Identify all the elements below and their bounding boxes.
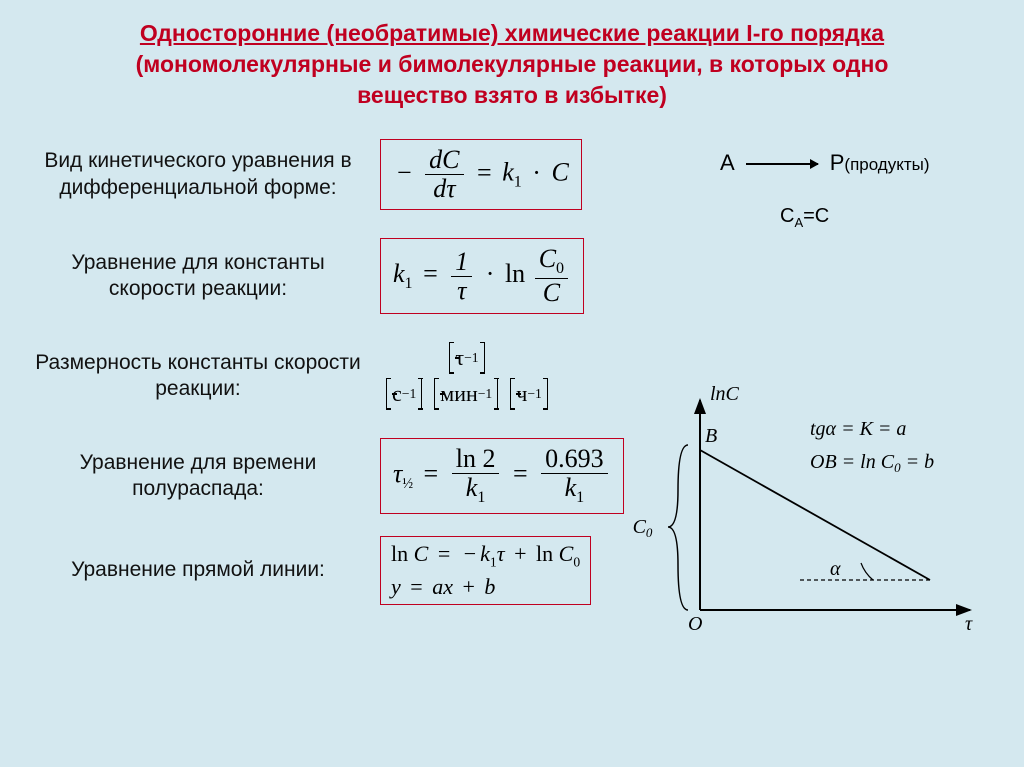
alpha-arc [861,563,873,580]
formula-dimensions-area: τ−1 с−1 мин−1 ч−1 [380,342,650,410]
product-P: P [830,150,845,175]
formula-rate-const: k1 = 1 τ · ln C0 C [393,245,571,307]
row-rate-const: Уравнение для константы скорости реакции… [28,238,996,314]
formula-diff-eq-area: − dC dτ = k1 · C [380,139,650,210]
graph-eq1: tgα = K = a [810,418,906,440]
formula-line-area: ln C = −k1τ + ln C0 y = ax + b [380,536,650,605]
graph-svg: lnC τ O B α ln C0 tgα = K = a OB = ln C0… [630,370,990,670]
bracket-sec: с−1 [386,378,422,410]
y-axis-label: lnC [710,383,740,405]
bracket-min: мин−1 [434,378,498,410]
bracket-tau: τ−1 [449,342,484,374]
label-dimensions: Размерность константы скорости реакции: [28,350,368,403]
title-line3: вещество взято в избытке) [357,82,667,108]
title-line2: (мономолекулярные и бимолекулярные реакц… [136,51,889,77]
reaction-equation: A P(продукты) [720,150,930,176]
title-line1: Односторонние (необратимые) химические р… [140,20,884,46]
formula-rate-const-area: k1 = 1 τ · ln C0 C [380,238,650,314]
formula-diff-eq: − dC dτ = k1 · C [393,146,569,203]
point-B-label: B [705,425,717,447]
formula-line-box: ln C = −k1τ + ln C0 y = ax + b [380,536,591,605]
formula-diff-eq-box: − dC dτ = k1 · C [380,139,582,210]
reaction-concentration: CA=C [780,205,829,230]
formula-halflife-area: τ½ = ln 2 k1 = 0.693 k1 [380,438,650,514]
formula-halflife: τ½ = ln 2 k1 = 0.693 k1 [393,445,611,507]
formula-dimensions: τ−1 с−1 мин−1 ч−1 [380,342,554,410]
formula-halflife-box: τ½ = ln 2 k1 = 0.693 k1 [380,438,624,514]
label-diff-eq: Вид кинетического уравнения в дифференци… [28,148,368,201]
formula-rate-const-box: k1 = 1 τ · ln C0 C [380,238,584,314]
slide-title: Односторонние (необратимые) химические р… [28,18,996,111]
graph-eq2: OB = ln C0 = b [810,451,934,475]
bracket-hour: ч−1 [510,378,548,410]
reaction-arrow-icon [746,163,818,165]
label-rate-const: Уравнение для константы скорости реакции… [28,250,368,303]
brace [668,445,688,610]
formula-line: ln C = −k1τ + ln C0 y = ax + b [391,541,580,600]
label-halflife: Уравнение для времени полураспада: [28,450,368,503]
graph-lnC-vs-tau: lnC τ O B α ln C0 tgα = K = a OB = ln C0… [630,370,990,670]
lnC0-label: ln C0 [630,516,653,540]
label-line: Уравнение прямой линии: [28,557,368,583]
origin-label: O [688,613,702,635]
products-label: (продукты) [844,155,929,174]
alpha-label: α [830,558,841,580]
x-axis-label: τ [965,613,973,635]
reactant-A: A [720,150,733,175]
